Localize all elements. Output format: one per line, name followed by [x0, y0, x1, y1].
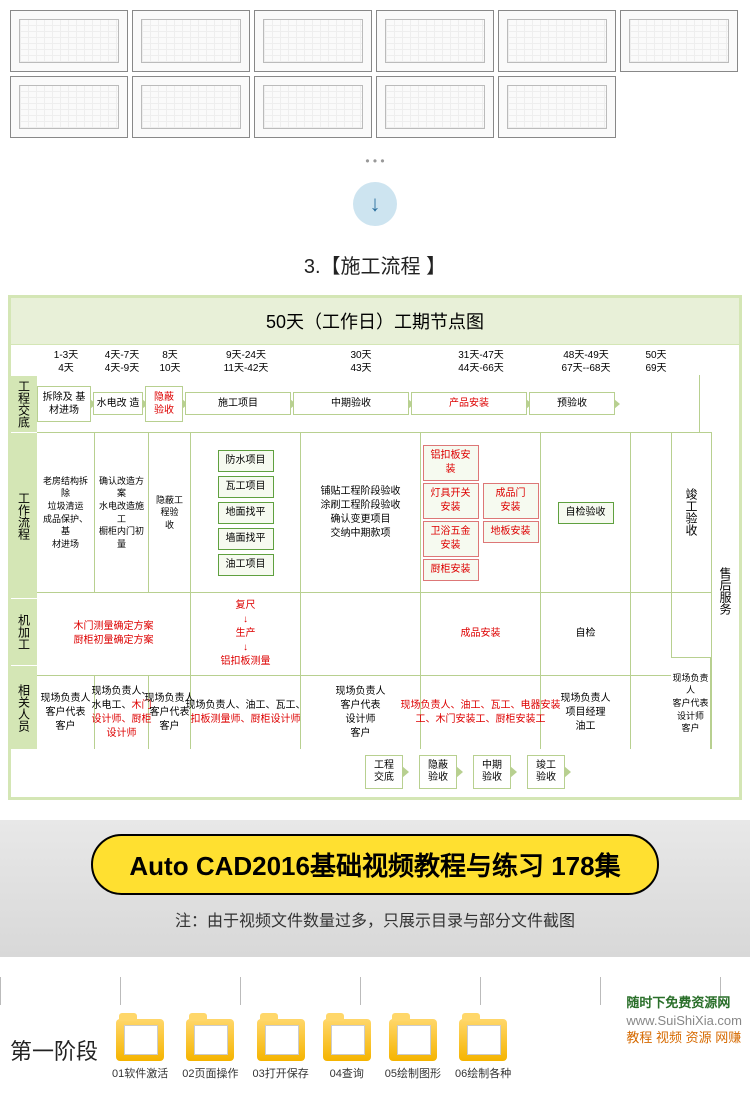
ellipsis: • • • — [0, 148, 750, 174]
task-box: 成品门 安装 — [483, 483, 539, 519]
folder-icon — [389, 1019, 437, 1061]
phase-box: 施工项目 — [185, 392, 291, 415]
thumbnail — [376, 10, 494, 72]
folder-icon — [323, 1019, 371, 1061]
thumbnail — [10, 10, 128, 72]
thumbnail — [132, 76, 250, 138]
thumbnail-grid — [0, 0, 750, 148]
folder-label: 03打开保存 — [253, 1065, 309, 1081]
folder-icon — [257, 1019, 305, 1061]
stage-arrow: 中期 验收 — [473, 755, 511, 789]
folder-label: 02页面操作 — [182, 1065, 238, 1081]
thumbnail — [498, 76, 616, 138]
people-cell: 现场负责人 客户代表 客户 — [149, 676, 191, 749]
phase-box: 预验收 — [529, 392, 615, 415]
banner-section: Auto CAD2016基础视频教程与练习 178集 注：由于视频文件数量过多，… — [0, 820, 750, 957]
folder-item[interactable]: 04查询 — [323, 1019, 371, 1081]
task-box: 瓦工项目 — [218, 476, 274, 498]
aftersale-label: 售后服务 — [711, 432, 739, 749]
task-box: 地面找平 — [218, 502, 274, 524]
day-column: 4天-7天4天-9天 — [95, 349, 149, 375]
machining-cell: 木门测量确定方案 厨柜初量确定方案 — [37, 593, 191, 675]
folder-label: 06绘制各种 — [455, 1065, 511, 1081]
task-box: 灯具开关安装 — [423, 483, 479, 519]
phase-box: 中期验收 — [293, 392, 409, 415]
folder-item[interactable]: 05绘制图形 — [385, 1019, 441, 1081]
day-column: 31天-47天44天-66天 — [421, 349, 541, 375]
folder-item[interactable]: 06绘制各种 — [455, 1019, 511, 1081]
thumbnail — [254, 76, 372, 138]
course-banner: Auto CAD2016基础视频教程与练习 178集 — [91, 834, 658, 895]
completion-label: 竣工验收 — [671, 432, 711, 592]
phase-box: 拆除及 基材进场 — [37, 386, 91, 422]
day-column: 1-3天4天 — [37, 349, 95, 375]
day-column: 48天-49天67天--68天 — [541, 349, 631, 375]
row-label-people: 相关人员 — [11, 665, 37, 749]
stage-arrow: 工程 交底 — [365, 755, 403, 789]
thumbnail — [254, 10, 372, 72]
down-arrow-icon: ↓ — [353, 182, 397, 226]
thumbnail — [620, 10, 738, 72]
row-label-workflow: 工作流程 — [11, 432, 37, 598]
stage-arrow: 隐蔽 验收 — [419, 755, 457, 789]
task-box: 油工项目 — [218, 554, 274, 576]
task-box: 铝扣板安装 — [423, 445, 479, 481]
folder-item[interactable]: 03打开保存 — [253, 1019, 309, 1081]
people-cell: 现场负责人、油工、瓦工、扣板测量师、厨柜设计师 — [191, 676, 301, 749]
folder-label: 05绘制图形 — [385, 1065, 441, 1081]
machining-cell: 复尺 ↓ 生产 ↓ 铝扣板测量 — [191, 593, 301, 675]
people-cell: 现场负责人、油工、瓦工、电器安装工、木门安装工、厨柜安装工 — [421, 676, 541, 749]
thumbnail — [376, 76, 494, 138]
phase-box: 水电改 造 — [93, 392, 143, 415]
folder-label: 01软件激活 — [112, 1065, 168, 1081]
stage-arrow: 竣工 验收 — [527, 755, 565, 789]
task-box: 地板安装 — [483, 521, 539, 543]
folder-item[interactable]: 02页面操作 — [182, 1019, 238, 1081]
folder-icon — [459, 1019, 507, 1061]
gantt-chart: 50天（工作日）工期节点图 1-3天4天4天-7天4天-9天8天10天9天-24… — [8, 295, 742, 800]
watermark: 随时下免费资源网 www.SuiShiXia.com 教程 视频 资源 网赚 — [626, 994, 742, 1047]
thumbnail — [132, 10, 250, 72]
folder-icon — [116, 1019, 164, 1061]
day-column: 30天43天 — [301, 349, 421, 375]
day-column: 8天10天 — [149, 349, 191, 375]
thumbnail — [498, 10, 616, 72]
phase-box: 隐蔽 验收 — [145, 386, 183, 422]
folder-icon — [186, 1019, 234, 1061]
folder-item[interactable]: 01软件激活 — [112, 1019, 168, 1081]
folder-label: 04查询 — [323, 1065, 371, 1081]
row-label-machining: 机加工 — [11, 598, 37, 665]
people-cell: 现场负责 人 客户代表 设计师 客户 — [671, 657, 711, 749]
thumbnail — [10, 76, 128, 138]
people-cell: 现场负责人 客户代表 客户 — [37, 676, 95, 749]
machining-cell: 自检 — [541, 593, 631, 675]
task-box: 卫浴五金安装 — [423, 521, 479, 557]
task-box: 厨柜安装 — [423, 559, 479, 581]
machining-cell: 成品安装 — [421, 593, 541, 675]
section-title: 3.【施工流程 】 — [0, 234, 750, 295]
phase-box: 产品安装 — [411, 392, 527, 415]
people-cell: 现场负责人 项目经理 油工 — [541, 676, 631, 749]
row-label-delivery: 工程交底 — [11, 375, 37, 432]
day-column: 50天69天 — [631, 349, 681, 375]
task-box: 墙面找平 — [218, 528, 274, 550]
day-column: 9天-24天11天-42天 — [191, 349, 301, 375]
chart-title: 50天（工作日）工期节点图 — [11, 298, 739, 345]
task-box: 防水项目 — [218, 450, 274, 472]
stage-label: 第一阶段 — [10, 1034, 98, 1066]
task-box: 自检验收 — [558, 502, 614, 524]
banner-note: 注：由于视频文件数量过多，只展示目录与部分文件截图 — [0, 895, 750, 943]
people-cell: 现场负责人、水电工、木门设计师、厨柜设计师 — [95, 676, 149, 749]
